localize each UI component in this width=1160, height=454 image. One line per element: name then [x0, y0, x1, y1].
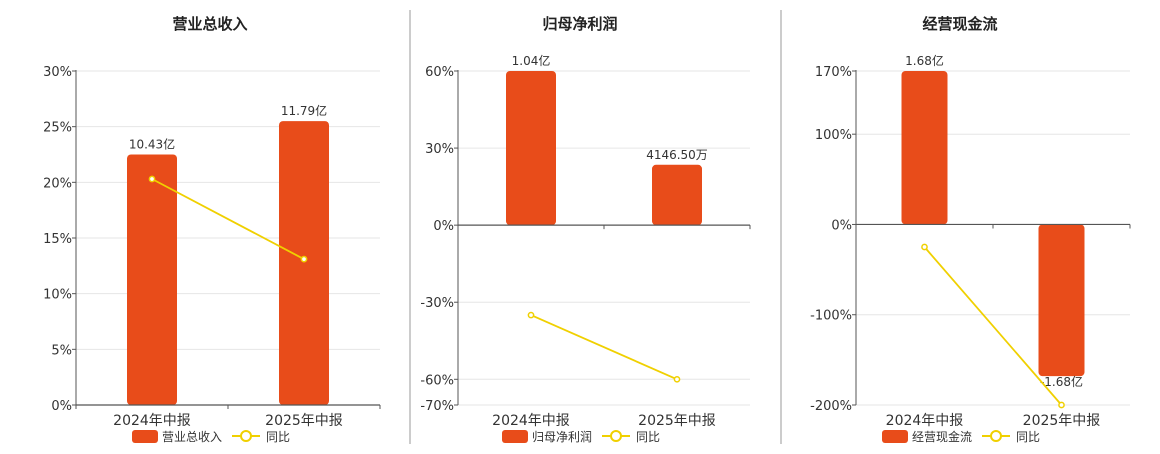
- x-tick-label: 2025年中报: [638, 413, 716, 429]
- y-tick-label: -70%: [420, 399, 454, 414]
- y-tick-label: 5%: [51, 343, 72, 358]
- y-tick-label: 25%: [43, 121, 72, 136]
- legend-bar-swatch: [502, 430, 528, 443]
- yoy-line: [151, 178, 305, 260]
- chart-panel-1: 营业总收入 30% 25% 20% 15% 10% 5% 0% 10.43亿 11.79亿 2024…: [43, 15, 381, 444]
- legend-line-label: 同比: [266, 430, 290, 444]
- y-tick-label: 10%: [43, 288, 72, 303]
- chart-panel-2: 归母净利润 60% 30% 0% -30% -60% -70% 1.04亿 4146.50万 20…: [420, 15, 751, 444]
- legend-bar-label: 营业总收入: [162, 430, 222, 444]
- legend-bar-label: 经营现金流: [912, 429, 972, 444]
- legend: 营业总收入 同比: [132, 430, 290, 444]
- y-tick-label: 15%: [43, 232, 72, 247]
- bar-2: [279, 121, 329, 405]
- y-tick-label: 30%: [43, 65, 72, 80]
- y-tick-label: 0%: [831, 218, 852, 233]
- legend-line-marker: [240, 430, 252, 442]
- bar-2: [1038, 224, 1085, 377]
- yoy-point: [527, 311, 535, 319]
- yoy-line: [530, 314, 678, 381]
- y-tick-label: -60%: [420, 373, 454, 388]
- legend-bar-swatch: [132, 430, 158, 443]
- bar-1: [127, 154, 177, 405]
- yoy-point: [921, 243, 928, 251]
- legend-bar-swatch: [882, 430, 908, 443]
- legend-line-marker: [990, 430, 1002, 442]
- yoy-point: [1058, 401, 1065, 409]
- x-tick-label: 2025年中报: [265, 413, 343, 429]
- y-tick-label: 0%: [433, 219, 454, 234]
- x-tick-label: 2024年中报: [113, 413, 191, 429]
- y-tick-label: 0%: [51, 399, 72, 414]
- bar-2: [652, 164, 702, 226]
- yoy-point: [300, 255, 308, 263]
- legend-line-label: 同比: [1016, 430, 1040, 444]
- chart-title: 营业总收入: [172, 15, 247, 33]
- bar-value-label: 11.79亿: [281, 103, 327, 118]
- chart-panel-3: 经营现金流 170% 100% 0% -100% -200% 1.68亿 -1.68亿 2024…: [810, 15, 1131, 444]
- y-tick-label: 30%: [425, 142, 454, 157]
- yoy-point: [148, 175, 156, 183]
- bar-value-label: -1.68亿: [1040, 374, 1083, 389]
- legend-bar-label: 归母净利润: [532, 430, 592, 444]
- chart-title: 归母净利润: [542, 15, 617, 33]
- bar-value-label: 1.04亿: [512, 53, 551, 68]
- yoy-line: [923, 246, 1063, 406]
- bar-value-label: 4146.50万: [646, 148, 708, 162]
- bar-value-label: 1.68亿: [905, 53, 944, 68]
- y-tick-label: 100%: [815, 128, 852, 143]
- y-tick-label: 60%: [425, 65, 454, 80]
- x-tick-label: 2024年中报: [492, 413, 570, 429]
- bar-1: [506, 71, 556, 226]
- y-tick-label: 20%: [43, 176, 72, 191]
- y-tick-label: -30%: [420, 296, 454, 311]
- legend: 经营现金流 同比: [882, 429, 1040, 444]
- bar-value-label: 10.43亿: [129, 137, 175, 152]
- y-tick-label: 170%: [815, 65, 852, 80]
- bar-1: [901, 71, 948, 225]
- y-tick-label: -200%: [810, 399, 852, 414]
- yoy-point: [673, 375, 681, 383]
- legend: 归母净利润 同比: [502, 430, 660, 444]
- legend-line-marker: [610, 430, 622, 442]
- y-tick-label: -100%: [810, 309, 852, 324]
- x-tick-label: 2025年中报: [1023, 413, 1101, 429]
- chart-title: 经营现金流: [922, 15, 997, 33]
- legend-line-label: 同比: [636, 430, 660, 444]
- x-tick-label: 2024年中报: [886, 413, 964, 429]
